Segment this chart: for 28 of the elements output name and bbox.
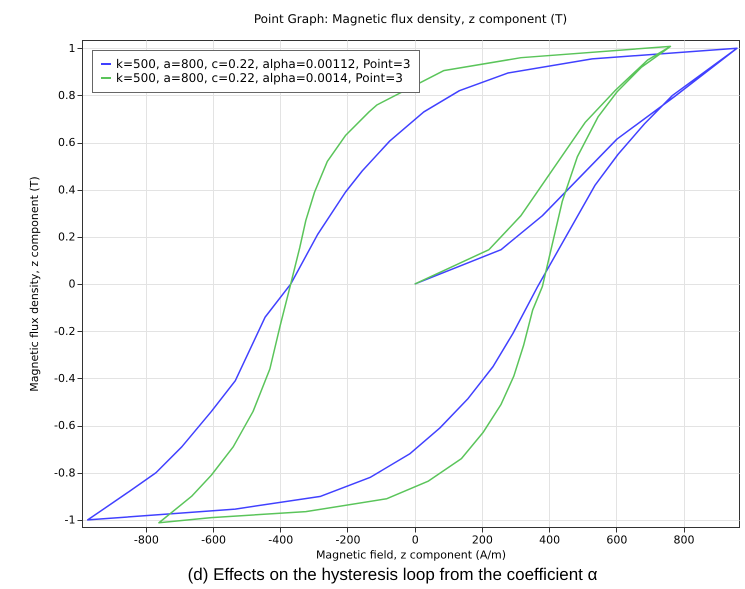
x-tick-label: -800 [134,534,159,546]
x-tick-label: 800 [674,534,695,546]
y-tick-label: 0.2 [58,230,76,244]
legend-label: k=500, a=800, c=0.22, alpha=0.0014, Point=3 [116,71,403,85]
x-tick-label: -400 [268,534,294,546]
y-tick-label: 0.8 [58,88,76,102]
y-tick-label: -0.2 [54,324,76,338]
y-tick-label: -0.4 [54,372,76,385]
x-tick-label: 0 [412,534,419,546]
line-series [158,46,672,524]
chart-title: Point Graph: Magnetic flux density, z component (T) [254,12,568,26]
line-series [86,48,738,521]
x-tick-label: -200 [336,534,360,546]
y-tick-label: -0.8 [54,466,76,480]
y-tick-label: -0.6 [54,419,76,432]
y-tick-label: 0 [68,278,76,291]
y-tick-label: 0.4 [58,183,76,196]
x-tick-label: 200 [472,534,493,546]
text: (d) Effects on the hysteresis loop from the coefficient α [186,565,598,585]
x-tick-label: -600 [201,534,226,546]
y-axis-title: Magnetic flux density, z component (T) [28,176,42,392]
y-tick-label: -1 [64,513,76,526]
y-tick-label: 1 [68,42,76,55]
x-tick-label: 600 [606,534,628,546]
x-axis-title: Magnetic field, z component (A/m) [316,548,506,562]
y-tick-label: 0.6 [58,136,76,150]
legend-label: k=500, a=800, c=0.22, alpha=0.00112, Point=3 [116,57,411,71]
x-tick-label: 400 [539,534,560,546]
